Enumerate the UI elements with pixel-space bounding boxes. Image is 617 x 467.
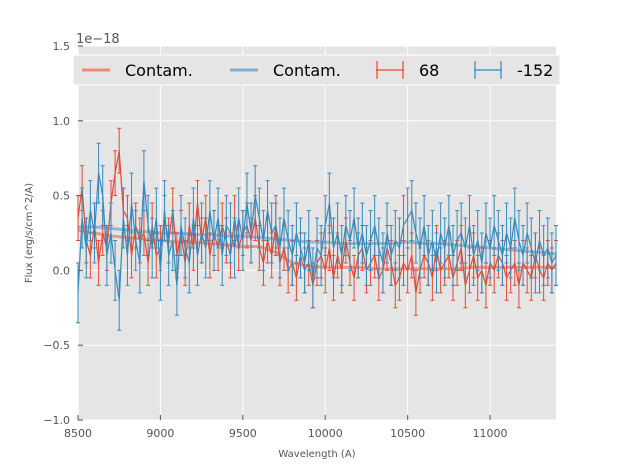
y-tick-label: −1.0: [43, 414, 70, 427]
legend-entry-label: -152: [517, 61, 553, 80]
legend-entry-label: Contam.: [273, 61, 341, 80]
y-ticks: −1.0 −0.5 0.0 0.5 1.0 1.5: [43, 40, 83, 427]
legend-entry-label: 68: [419, 61, 439, 80]
y-tick-label: 0.0: [53, 264, 71, 277]
y-tick-label: −0.5: [43, 339, 70, 352]
y-axis-label: Flux (erg/s/cm^2/A): [24, 183, 35, 283]
errorbar-series-group: [76, 142, 558, 331]
x-tick-label: 10000: [308, 427, 343, 440]
x-tick-label: 11000: [473, 427, 508, 440]
x-tick-label: 9500: [229, 427, 257, 440]
y-offset-label: 1e−18: [76, 32, 120, 47]
x-tick-label: 10500: [390, 427, 425, 440]
series-line: [77, 173, 557, 301]
errorbar-series: [76, 127, 558, 331]
x-axis-label: Wavelength (A): [278, 449, 355, 460]
x-ticks: 8500 9000 9500 10000 10500 11000: [64, 415, 508, 440]
y-tick-label: 1.0: [53, 115, 71, 128]
y-tick-label: 0.5: [53, 190, 71, 203]
x-tick-label: 8500: [64, 427, 92, 440]
y-tick-label: 1.5: [53, 40, 71, 53]
legend: Contam. Contam. 68 -152: [72, 54, 561, 86]
x-tick-label: 9000: [146, 427, 174, 440]
legend-entry-label: Contam.: [125, 61, 193, 80]
